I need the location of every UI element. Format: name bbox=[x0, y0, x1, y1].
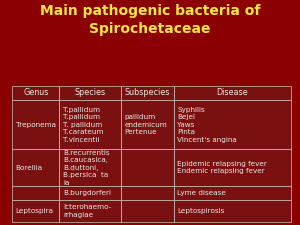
Bar bbox=[121, 86, 174, 100]
Text: B.recurrentis
B.caucasica,
B.duttoni,
B.persica  ta
ia: B.recurrentis B.caucasica, B.duttoni, B.… bbox=[63, 149, 110, 185]
Bar bbox=[59, 149, 121, 186]
Bar bbox=[121, 100, 174, 149]
Text: Leptospira: Leptospira bbox=[16, 208, 54, 214]
Text: Borellia: Borellia bbox=[16, 164, 43, 171]
Bar bbox=[59, 200, 121, 222]
Text: Disease: Disease bbox=[217, 88, 248, 97]
Text: Genus: Genus bbox=[23, 88, 48, 97]
Bar bbox=[12, 149, 59, 186]
Bar bbox=[174, 200, 291, 222]
Text: Syphilis
Bejel
Yaws
Pinta
Vincent's angina: Syphilis Bejel Yaws Pinta Vincent's angi… bbox=[177, 107, 237, 143]
Text: B.burgdorferi: B.burgdorferi bbox=[63, 190, 111, 196]
Bar bbox=[174, 86, 291, 100]
Text: Species: Species bbox=[75, 88, 106, 97]
Text: Icterohaemo-
rrhagiae: Icterohaemo- rrhagiae bbox=[63, 204, 111, 218]
Bar bbox=[59, 186, 121, 200]
Bar bbox=[12, 200, 59, 222]
Text: Main pathogenic bacteria of
Spirochetaceae: Main pathogenic bacteria of Spirochetace… bbox=[40, 4, 260, 36]
Text: Leptospirosis: Leptospirosis bbox=[177, 208, 225, 214]
Text: Lyme disease: Lyme disease bbox=[177, 190, 226, 196]
Text: Subspecies: Subspecies bbox=[124, 88, 170, 97]
Bar bbox=[12, 86, 59, 100]
Text: Epidemic relapsing fever
Endemic relapsing fever: Epidemic relapsing fever Endemic relapsi… bbox=[177, 161, 267, 174]
Bar bbox=[121, 186, 174, 200]
Bar bbox=[174, 186, 291, 200]
Bar bbox=[59, 100, 121, 149]
Bar bbox=[12, 186, 59, 200]
Bar bbox=[174, 149, 291, 186]
Bar bbox=[121, 200, 174, 222]
Bar bbox=[121, 149, 174, 186]
Bar bbox=[59, 86, 121, 100]
Text: T.pallidum
T.pallidum
T. pallidum
T.carateum
T.vincentii: T.pallidum T.pallidum T. pallidum T.cara… bbox=[63, 107, 104, 143]
Bar bbox=[12, 100, 59, 149]
Bar bbox=[174, 100, 291, 149]
Text: pallidum
endemicum
Pertenue: pallidum endemicum Pertenue bbox=[124, 114, 167, 135]
Text: Treponema: Treponema bbox=[16, 122, 56, 128]
